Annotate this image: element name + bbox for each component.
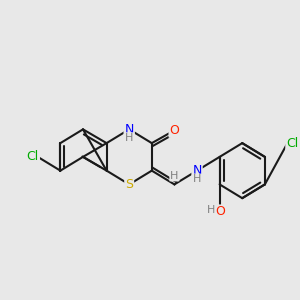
Text: H: H xyxy=(125,133,134,143)
Text: S: S xyxy=(125,178,133,191)
Text: N: N xyxy=(124,123,134,136)
Text: N: N xyxy=(192,164,202,177)
Text: H: H xyxy=(170,171,178,181)
Text: H: H xyxy=(207,205,215,215)
Text: H: H xyxy=(193,175,201,184)
Text: Cl: Cl xyxy=(286,136,298,150)
Text: Cl: Cl xyxy=(27,150,39,164)
Text: O: O xyxy=(169,124,179,137)
Text: O: O xyxy=(216,206,226,218)
